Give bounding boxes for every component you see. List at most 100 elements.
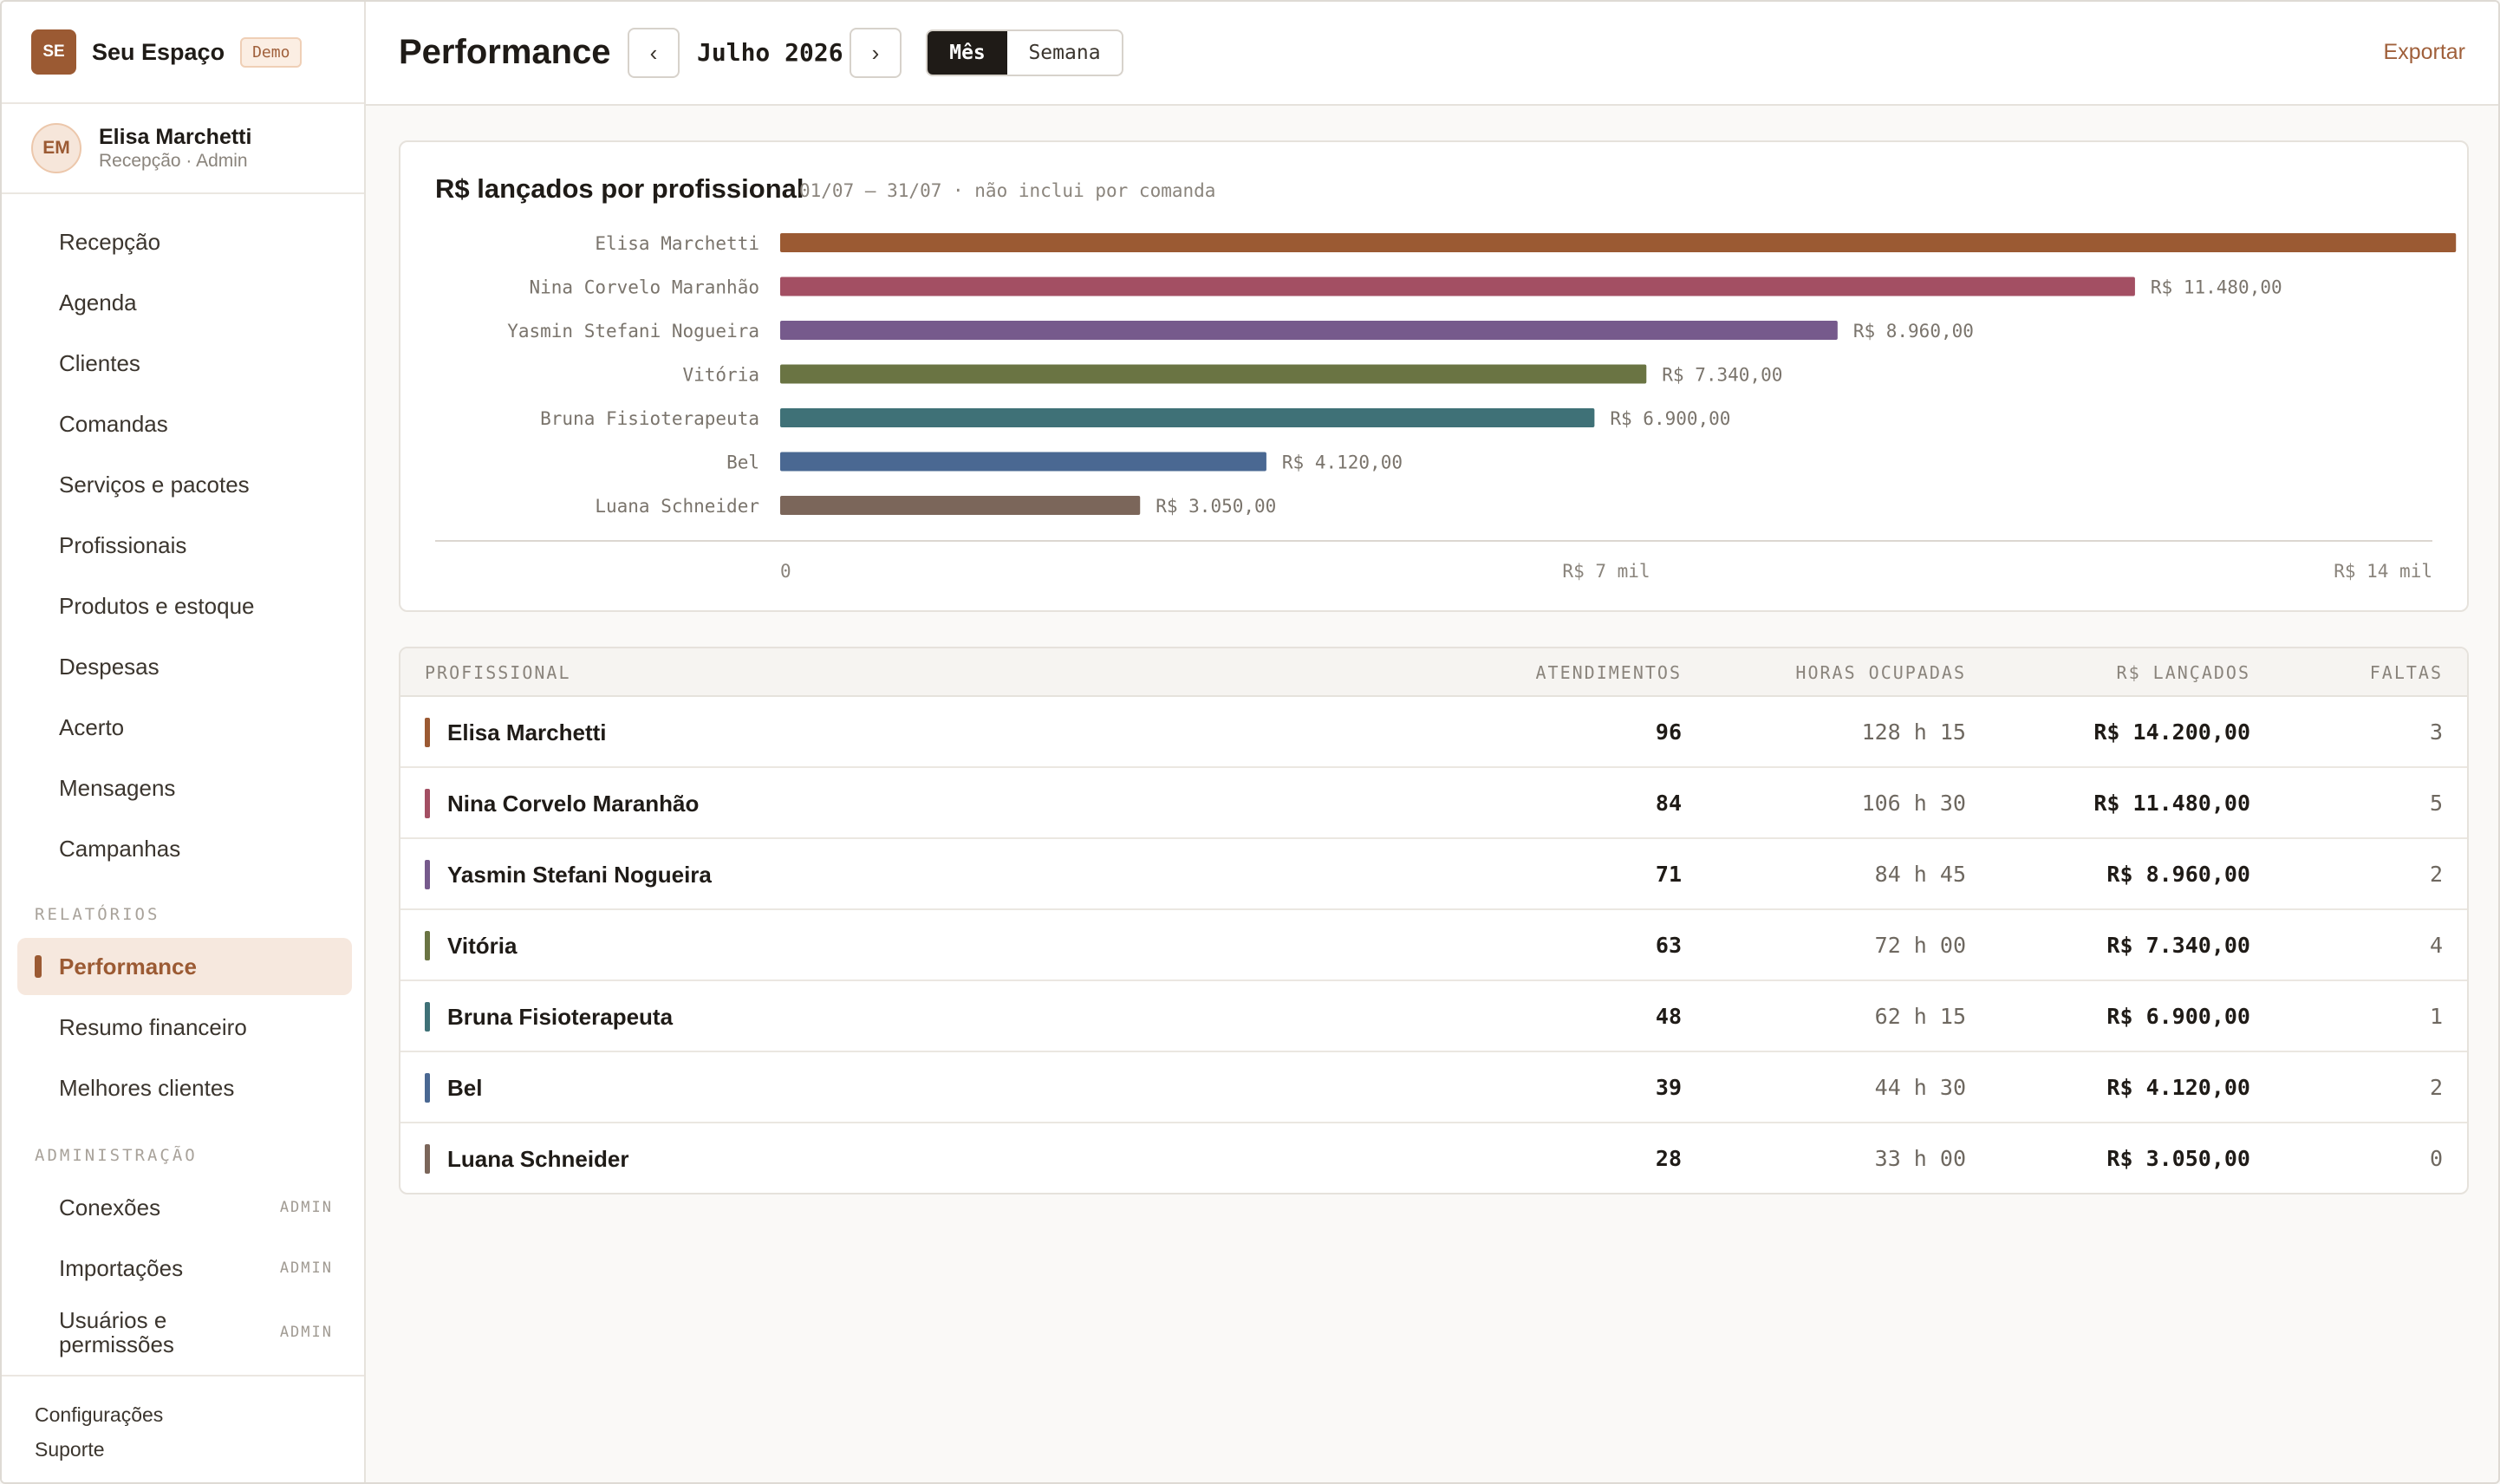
performance-table: PROFISSIONAL ATENDIMENTOS HORAS OCUPADAS… xyxy=(399,647,2469,1194)
faltas-cell: 2 xyxy=(2429,1075,2443,1100)
column-header-faltas[interactable]: FALTAS xyxy=(2369,662,2443,683)
sidebar-item-label: Clientes xyxy=(59,349,140,376)
professional-color-swatch xyxy=(425,931,430,960)
sidebar-item-profissionais[interactable]: Profissionais xyxy=(17,517,352,574)
sidebar-item-mensagens[interactable]: Mensagens xyxy=(17,759,352,817)
table-row[interactable]: Nina Corvelo Maranhão 84 106 h 30 R$ 11.480… xyxy=(400,768,2467,839)
export-button[interactable]: Exportar xyxy=(2383,40,2465,64)
sidebar-item-label: Resumo financeiro xyxy=(59,1013,247,1040)
sidebar-item-performance[interactable]: Performance xyxy=(17,938,352,995)
professional-color-swatch xyxy=(425,860,430,889)
atendimentos-cell: 63 xyxy=(1655,933,1682,958)
sidebar-item-label: Campanhas xyxy=(59,835,181,862)
x-tick-label: R$ 14 mil xyxy=(2334,561,2432,582)
faltas-cell: 0 xyxy=(2429,1146,2443,1171)
table-row[interactable]: Bel 39 44 h 30 R$ 4.120,00 2 xyxy=(400,1052,2467,1123)
sidebar-item-clientes[interactable]: Clientes xyxy=(17,335,352,392)
table-header: PROFISSIONAL ATENDIMENTOS HORAS OCUPADAS… xyxy=(400,648,2467,697)
admin-tag: ADMIN xyxy=(279,1324,333,1341)
column-header-lancados[interactable]: R$ LANÇADOS xyxy=(2116,662,2250,683)
bar xyxy=(780,452,1266,472)
professional-color-swatch xyxy=(425,789,430,818)
bar xyxy=(780,233,2457,252)
atendimentos-cell: 28 xyxy=(1655,1146,1682,1171)
brand-name: Seu Espaço xyxy=(92,38,225,65)
table-row[interactable]: Bruna Fisioterapeuta 48 62 h 15 R$ 6.900,00… xyxy=(400,981,2467,1052)
professional-name: Bruna Fisioterapeuta xyxy=(447,1004,674,1030)
bar xyxy=(780,277,2135,296)
sidebar: SE Seu Espaço Demo EM Elisa Marchetti Re… xyxy=(2,2,366,1482)
period-label: Julho 2026 xyxy=(697,38,843,67)
sidebar-item-label: Despesas xyxy=(59,653,160,680)
sidebar-item-label: Profissionais xyxy=(59,531,187,558)
atendimentos-cell: 84 xyxy=(1655,791,1682,816)
sidebar-item-campanhas[interactable]: Campanhas xyxy=(17,820,352,877)
bar-category-label: Luana Schneider xyxy=(595,496,759,517)
topbar: Performance ‹ Julho 2026 › Mês Semana Ex… xyxy=(366,2,2498,106)
professional-color-swatch xyxy=(425,1073,430,1103)
toggle-week[interactable]: Semana xyxy=(1028,42,1101,64)
sidebar-item-agenda[interactable]: Agenda xyxy=(17,274,352,331)
column-header-horas[interactable]: HORAS OCUPADAS xyxy=(1795,662,1966,683)
x-tick-label: R$ 7 mil xyxy=(1562,561,1650,582)
period-toggle: Mês Semana xyxy=(926,29,1123,76)
sidebar-item-label: Importações xyxy=(59,1254,184,1281)
sidebar-item-resumo-financeiro[interactable]: Resumo financeiro xyxy=(17,999,352,1056)
sidebar-item-label: Performance xyxy=(59,953,197,980)
next-period-button[interactable]: › xyxy=(850,28,902,78)
lancados-cell: R$ 4.120,00 xyxy=(2106,1075,2250,1100)
support-link[interactable]: Suporte xyxy=(35,1438,105,1461)
lancados-cell: R$ 3.050,00 xyxy=(2106,1146,2250,1171)
professional-color-swatch xyxy=(425,718,430,747)
sidebar-item-label: Mensagens xyxy=(59,774,176,801)
user-card[interactable]: EM Elisa Marchetti Recepção · Admin xyxy=(2,104,364,194)
professional-color-swatch xyxy=(425,1144,430,1174)
faltas-cell: 3 xyxy=(2429,719,2443,745)
brand-header[interactable]: SE Seu Espaço Demo xyxy=(2,2,364,104)
chart-subtitle: 01/07 – 31/07 · não inclui por comanda xyxy=(799,180,1216,201)
table-row[interactable]: Yasmin Stefani Nogueira 71 84 h 45 R$ 8.960… xyxy=(400,839,2467,910)
bar-category-label: Bel xyxy=(726,452,759,473)
professional-color-swatch xyxy=(425,1002,430,1032)
table-body: Elisa Marchetti 96 128 h 15 R$ 14.200,00 3 Ni… xyxy=(400,697,2467,1193)
professional-name: Nina Corvelo Maranhão xyxy=(447,791,700,817)
sidebar-footer: Configurações Suporte xyxy=(2,1375,364,1482)
table-row[interactable]: Elisa Marchetti 96 128 h 15 R$ 14.200,00 3 xyxy=(400,697,2467,768)
sidebar-item-produtos[interactable]: Produtos e estoque xyxy=(17,577,352,635)
professional-name: Bel xyxy=(447,1075,483,1101)
bar-category-label: Nina Corvelo Maranhão xyxy=(529,277,759,298)
sidebar-item-melhores-clientes[interactable]: Melhores clientes xyxy=(17,1059,352,1116)
sidebar-item-label: Usuários e permissões xyxy=(59,1307,174,1357)
sidebar-item-recepcao[interactable]: Recepção xyxy=(17,213,352,270)
previous-period-button[interactable]: ‹ xyxy=(628,28,680,78)
sidebar-item-acerto[interactable]: Acerto xyxy=(17,699,352,756)
professional-name: Elisa Marchetti xyxy=(447,719,607,745)
table-row[interactable]: Vitória 63 72 h 00 R$ 7.340,00 4 xyxy=(400,910,2467,981)
sidebar-item-comandas[interactable]: Comandas xyxy=(17,395,352,452)
horas-ocupadas-cell: 44 h 30 xyxy=(1874,1075,1966,1100)
column-header-atendimentos[interactable]: ATENDIMENTOS xyxy=(1535,662,1682,683)
lancados-cell: R$ 8.960,00 xyxy=(2106,862,2250,887)
sidebar-item-conexoes[interactable]: Conexões ADMIN xyxy=(17,1179,352,1236)
bar-category-label: Elisa Marchetti xyxy=(595,233,759,254)
bar-category-label: Yasmin Stefani Nogueira xyxy=(507,321,759,342)
sidebar-item-servicos[interactable]: Serviços e pacotes xyxy=(17,456,352,513)
sidebar-item-label: Produtos e estoque xyxy=(59,592,255,619)
admin-section-heading: ADMINISTRAÇÃO xyxy=(35,1146,198,1165)
column-header-profissional[interactable]: PROFISSIONAL xyxy=(425,662,571,683)
sidebar-item-importacoes[interactable]: Importações ADMIN xyxy=(17,1240,352,1297)
settings-link[interactable]: Configurações xyxy=(35,1403,164,1426)
horas-ocupadas-cell: 128 h 15 xyxy=(1861,719,1966,745)
chevron-left-icon: ‹ xyxy=(649,39,658,66)
sidebar-item-usuarios-permissoes[interactable]: Usuários e permissões ADMIN xyxy=(17,1300,352,1364)
faltas-cell: 1 xyxy=(2429,1004,2443,1029)
bar xyxy=(780,364,1647,384)
lancados-cell: R$ 7.340,00 xyxy=(2106,933,2250,958)
table-row[interactable]: Luana Schneider 28 33 h 00 R$ 3.050,00 0 xyxy=(400,1123,2467,1193)
bar-value-label: R$ 7.340,00 xyxy=(1662,365,1782,386)
faltas-cell: 2 xyxy=(2429,862,2443,887)
horas-ocupadas-cell: 33 h 00 xyxy=(1874,1146,1966,1171)
sidebar-item-despesas[interactable]: Despesas xyxy=(17,638,352,695)
toggle-month[interactable]: Mês xyxy=(928,31,1007,75)
